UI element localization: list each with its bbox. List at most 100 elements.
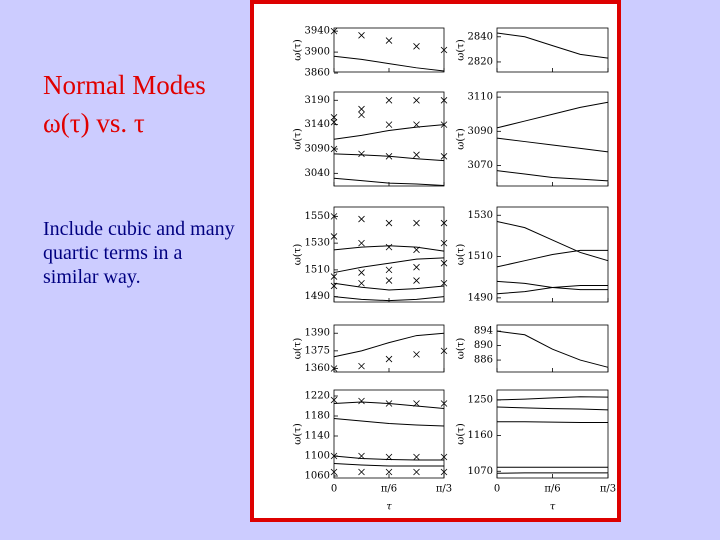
y-tick-label: 1180 (305, 411, 330, 422)
mode-curve (497, 421, 608, 424)
slide-subtitle: ω(τ) vs. τ (43, 108, 145, 138)
cross-point (385, 453, 393, 461)
x-tick-label: π/6 (544, 484, 560, 495)
y-tick-label: 1510 (468, 251, 493, 262)
x-tick-label: π/3 (600, 484, 616, 495)
cross-point (440, 468, 448, 476)
cross-point (413, 219, 420, 227)
y-tick-label: 3040 (305, 168, 330, 179)
y-axis-label: ω(τ) (293, 39, 304, 61)
y-tick-label: 2840 (468, 31, 493, 42)
cross-point (385, 266, 393, 274)
mode-curve (333, 124, 445, 140)
mode-curve (496, 284, 608, 295)
mode-curve (333, 55, 445, 72)
y-tick-label: 1250 (468, 394, 493, 405)
y-tick-label: 890 (474, 340, 493, 351)
y-axis-label: ω(τ) (456, 39, 467, 61)
mode-curve (333, 463, 444, 467)
cross-point (385, 468, 393, 476)
y-tick-label: 3940 (305, 26, 330, 37)
y-axis-label: ω(τ) (293, 338, 304, 360)
y-axis-label: ω(τ) (456, 244, 467, 266)
y-tick-label: 3900 (305, 47, 330, 58)
mode-curve (496, 32, 609, 59)
cross-point (413, 96, 420, 104)
y-tick-label: 3090 (305, 143, 330, 154)
cross-point (330, 273, 338, 280)
cross-point (330, 282, 338, 290)
y-tick-label: 3110 (468, 92, 493, 103)
cross-point (440, 347, 448, 355)
y-tick-label: 1550 (305, 211, 330, 222)
mode-curve (333, 177, 445, 187)
mode-curve (333, 245, 445, 252)
mode-curve (496, 396, 609, 401)
cross-point (385, 96, 393, 104)
y-tick-label: 3070 (468, 160, 493, 171)
mode-curve (333, 296, 445, 302)
cross-point (330, 27, 338, 35)
cross-point (413, 121, 420, 128)
y-axis-label: ω(τ) (456, 338, 467, 360)
cross-point (413, 468, 420, 476)
cross-point (440, 153, 448, 160)
cross-point (358, 468, 365, 476)
mode-curve (496, 406, 609, 411)
y-axis-label: ω(τ) (293, 244, 304, 266)
cross-point (385, 400, 393, 407)
figure-frame (250, 0, 621, 522)
cross-point (413, 263, 420, 271)
y-tick-label: 1220 (305, 391, 330, 402)
cross-point (330, 365, 338, 372)
mode-curve (496, 220, 609, 262)
x-axis-label: τ (550, 502, 556, 513)
y-tick-label: 1530 (305, 238, 330, 249)
cross-point (385, 153, 393, 160)
mode-curve (496, 170, 609, 182)
cross-point (440, 96, 448, 104)
mode-curve (333, 455, 444, 461)
cross-point (440, 400, 448, 407)
cross-point (330, 452, 338, 460)
cross-point (330, 114, 338, 121)
cross-point (413, 351, 420, 358)
y-axis-label: ω(τ) (456, 128, 467, 150)
cross-point (385, 37, 393, 44)
cross-point (358, 105, 365, 113)
cross-point (330, 118, 338, 126)
y-tick-label: 2820 (468, 56, 493, 67)
cross-point (358, 32, 365, 39)
mode-curve (333, 332, 445, 358)
y-tick-label: 1510 (305, 264, 330, 275)
y-tick-label: 1375 (305, 345, 330, 356)
y-tick-label: 1490 (305, 291, 330, 302)
cross-point (330, 233, 338, 240)
cross-point (358, 150, 365, 158)
y-tick-label: 1160 (468, 430, 493, 441)
y-tick-label: 1390 (305, 328, 330, 339)
x-axis-label: τ (386, 502, 392, 513)
slide-body: Include cubic and many quartic terms in … (43, 218, 235, 288)
mode-curve (496, 249, 608, 268)
cross-point (358, 269, 365, 276)
cross-point (385, 243, 393, 251)
cross-point (330, 213, 338, 220)
y-axis-label: ω(τ) (456, 423, 467, 445)
cross-point (358, 111, 365, 119)
x-tick-label: 0 (494, 484, 500, 495)
cross-point (413, 453, 420, 461)
mode-curve (333, 418, 445, 427)
x-tick-label: 0 (331, 484, 337, 495)
cross-point (358, 452, 365, 460)
y-tick-label: 894 (474, 326, 493, 337)
x-tick-label: π/6 (381, 484, 397, 495)
cross-point (385, 355, 393, 363)
cross-point (413, 246, 420, 254)
y-tick-label: 1070 (468, 466, 493, 477)
mode-curve (496, 137, 609, 153)
y-tick-label: 1360 (305, 363, 330, 374)
y-tick-label: 3190 (305, 95, 330, 106)
